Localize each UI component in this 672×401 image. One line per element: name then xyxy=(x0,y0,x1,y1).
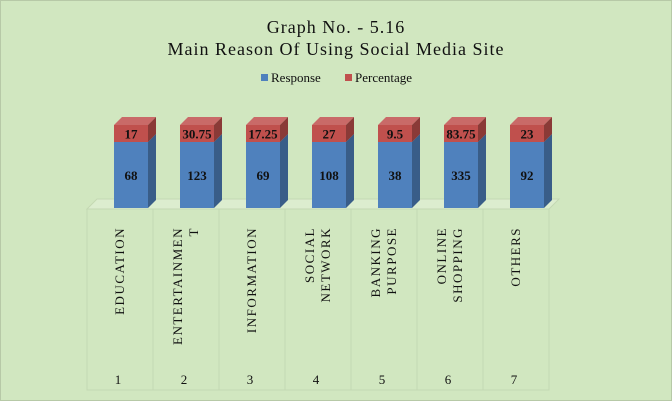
legend-percentage-label: Percentage xyxy=(355,70,412,85)
category-label: T xyxy=(186,227,201,236)
percentage-bar-top xyxy=(510,117,552,125)
bar-stack: 92 23 xyxy=(510,117,552,208)
category-label: INFORMATION xyxy=(244,227,259,333)
category-panel xyxy=(86,208,550,391)
category-label: BANKING xyxy=(368,227,383,297)
response-data-label: 92 xyxy=(521,168,534,183)
percentage-bar xyxy=(378,125,412,142)
response-data-label: 68 xyxy=(125,168,139,183)
legend: Response Percentage xyxy=(261,70,412,85)
chart-title: Graph No. - 5.16 xyxy=(267,17,405,37)
response-bar xyxy=(378,142,412,208)
percentage-bar xyxy=(180,125,214,142)
percentage-data-label: 17 xyxy=(125,127,139,142)
category-number: 3 xyxy=(247,372,254,387)
percentage-bar-side xyxy=(478,117,486,142)
percentage-bar xyxy=(246,125,280,142)
percentage-bar-top xyxy=(444,117,486,125)
bar-stack: 69 17.25 xyxy=(246,117,288,208)
percentage-bar-side xyxy=(280,117,288,142)
legend-response-swatch xyxy=(261,74,268,81)
response-data-label: 69 xyxy=(257,168,271,183)
bar-stack: 108 27 xyxy=(312,117,354,208)
category-number: 7 xyxy=(511,372,518,387)
chart-subtitle: Main Reason Of Using Social Media Site xyxy=(168,39,505,59)
percentage-bar xyxy=(510,125,544,142)
response-bar-side xyxy=(544,134,552,208)
percentage-data-label: 9.5 xyxy=(387,127,404,142)
response-data-label: 38 xyxy=(389,168,403,183)
response-bar xyxy=(114,142,148,208)
response-bar xyxy=(510,142,544,208)
percentage-data-label: 30.75 xyxy=(182,127,212,142)
percentage-bar-top xyxy=(378,117,420,125)
percentage-bar-top xyxy=(180,117,222,125)
response-bar-side xyxy=(346,134,354,208)
response-data-label: 335 xyxy=(451,168,471,183)
percentage-data-label: 23 xyxy=(521,127,535,142)
response-data-label: 108 xyxy=(319,168,339,183)
percentage-bar xyxy=(444,125,478,142)
percentage-bar-top xyxy=(246,117,288,125)
response-data-label: 123 xyxy=(187,168,207,183)
percentage-data-label: 17.25 xyxy=(248,127,278,142)
bars-group: 681712330.756917.2510827389.533583.75922… xyxy=(114,117,552,208)
category-number: 6 xyxy=(445,372,452,387)
percentage-bar-side xyxy=(346,117,354,142)
response-bar xyxy=(444,142,478,208)
legend-response-label: Response xyxy=(271,70,321,85)
category-label: OTHERS xyxy=(508,227,523,287)
category-label: PURPOSE xyxy=(384,227,399,295)
category-number: 4 xyxy=(313,372,320,387)
category-number: 5 xyxy=(379,372,386,387)
category-number: 2 xyxy=(181,372,188,387)
percentage-data-label: 27 xyxy=(323,127,337,142)
category-label: ENTERTAINMEN xyxy=(170,227,185,345)
response-bar xyxy=(246,142,280,208)
response-bar-side xyxy=(478,134,486,208)
category-label: ONLINE xyxy=(434,227,449,284)
response-bar-side xyxy=(148,134,156,208)
response-bar-side xyxy=(280,134,288,208)
category-axis-area: EDUCATION 1 ENTERTAINMEN T 2 INFORMATION 3 SOCI… xyxy=(85,198,561,391)
bar-stack: 68 17 xyxy=(114,117,156,208)
bar-stack: 389.5 xyxy=(378,117,420,208)
category-label: EDUCATION xyxy=(112,227,127,315)
category-label: SOCIAL xyxy=(302,227,317,283)
percentage-bar xyxy=(312,125,346,142)
percentage-bar-side xyxy=(544,117,552,142)
category-label: SHOPPING xyxy=(450,227,465,303)
category-number: 1 xyxy=(115,372,122,387)
percentage-bar-top xyxy=(312,117,354,125)
legend-percentage-swatch xyxy=(345,74,352,81)
percentage-bar-side xyxy=(148,117,156,142)
bar-stack: 335 83.75 xyxy=(444,117,486,208)
percentage-bar xyxy=(114,125,148,142)
percentage-bar-side xyxy=(214,117,222,142)
response-bar-side xyxy=(214,134,222,208)
response-bar xyxy=(180,142,214,208)
percentage-data-label: 83.75 xyxy=(446,127,476,142)
bar-stack: 123 30.75 xyxy=(180,117,222,208)
response-bar-side xyxy=(412,134,420,208)
category-label: NETWORK xyxy=(318,227,333,303)
percentage-bar-top xyxy=(114,117,156,125)
response-bar xyxy=(312,142,346,208)
percentage-bar-side xyxy=(412,117,420,142)
